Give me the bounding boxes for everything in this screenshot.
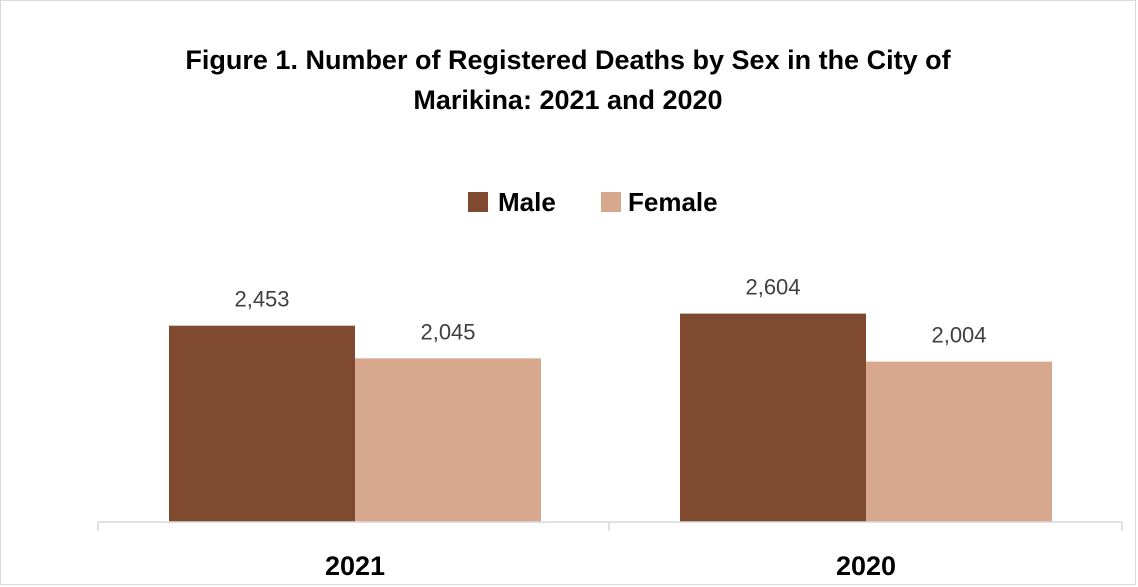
chart-title-line2: Marikina: 2021 and 2020 [413, 85, 723, 115]
bar-male-2020 [680, 313, 866, 522]
data-label-female-2021: 2,045 [420, 319, 475, 344]
bar-male-2021 [169, 325, 355, 522]
data-label-male-2020: 2,604 [745, 275, 800, 300]
data-label-female-2020: 2,004 [931, 323, 986, 348]
legend-swatch-male [468, 192, 488, 212]
legend-swatch-female [601, 192, 621, 212]
legend-label-male: Male [498, 187, 556, 217]
chart-title-line1: Figure 1. Number of Registered Deaths by… [185, 45, 951, 75]
x-tick-label-2021: 2021 [325, 551, 385, 581]
x-tick-label-2020: 2020 [836, 551, 896, 581]
bar-female-2020 [866, 361, 1052, 522]
chart-title: Figure 1. Number of Registered Deaths by… [0, 40, 1136, 120]
legend-label-female: Female [628, 187, 718, 217]
bar-female-2021 [355, 358, 541, 522]
data-label-male-2021: 2,453 [234, 287, 289, 312]
